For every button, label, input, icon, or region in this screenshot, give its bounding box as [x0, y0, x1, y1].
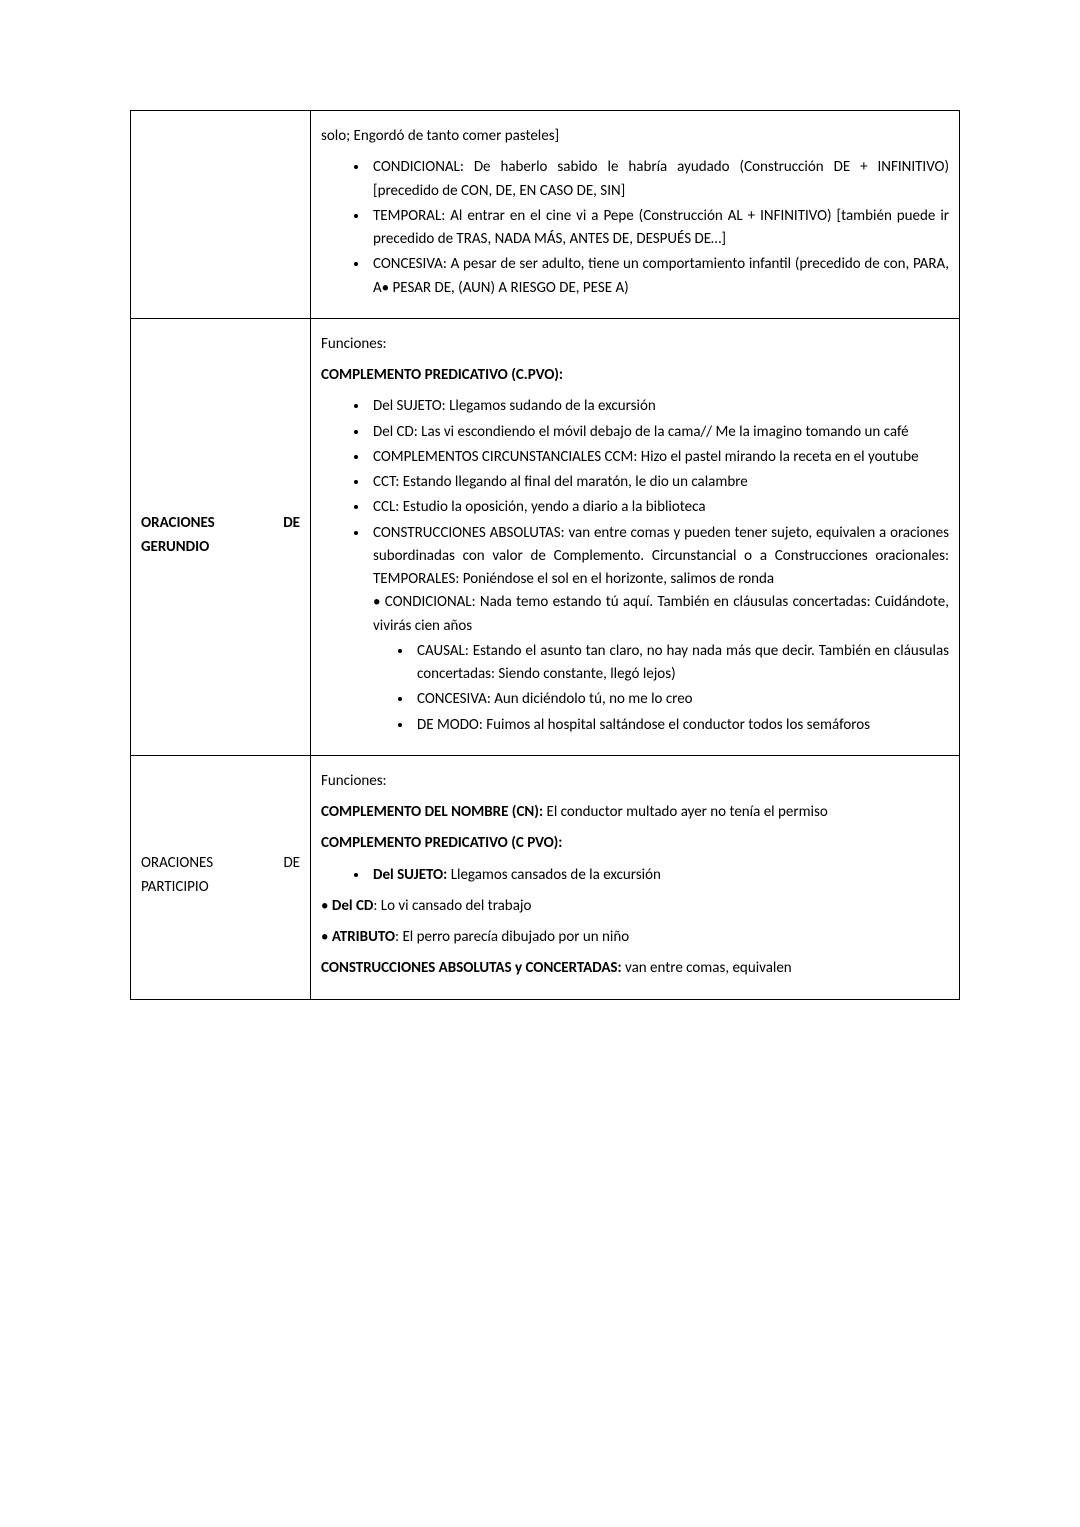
row3-atributo-rest: : El perro parecía dibujado por un niño	[395, 928, 629, 946]
row3-funciones-label: Funciones:	[321, 770, 949, 793]
row3-list: Del SUJETO: Llegamos cansados de la excu…	[321, 864, 949, 887]
row2-left-cell: ORACIONES DE GERUNDIO	[131, 318, 311, 755]
table-row: ORACIONES DE PARTICIPIO Funciones: COMPL…	[131, 755, 960, 999]
list-item: CAUSAL: Estando el asunto tan claro, no …	[413, 640, 949, 687]
row3-title-word1: ORACIONES	[141, 851, 213, 875]
row3-cn-paragraph: COMPLEMENTO DEL NOMBRE (CN): El conducto…	[321, 801, 949, 824]
row2-title-word3: GERUNDIO	[141, 535, 300, 559]
row3-cn-label: COMPLEMENTO DEL NOMBRE (CN):	[321, 803, 543, 821]
row3-heading-cpvo: COMPLEMENTO PREDICATIVO (C PVO):	[321, 832, 949, 855]
list-item: CCT: Estando llegando al final del marat…	[369, 471, 949, 494]
row3-constr-rest: van entre comas, equivalen	[622, 959, 792, 977]
row3-content-cell: Funciones: COMPLEMENTO DEL NOMBRE (CN): …	[311, 755, 960, 999]
row3-delcd-rest: : Lo vi cansado del trabajo	[373, 897, 531, 915]
row3-li1-bold: Del SUJETO:	[373, 866, 447, 884]
row1-list: CONDICIONAL: De haberlo sabido le habría…	[321, 156, 949, 300]
row3-title-word2: DE	[283, 851, 300, 875]
row2-nested-list: CAUSAL: Estando el asunto tan claro, no …	[373, 640, 949, 737]
list-item: CCL: Estudio la oposición, yendo a diari…	[369, 496, 949, 519]
row3-atributo-paragraph: ATRIBUTO: El perro parecía dibujado por …	[321, 926, 949, 949]
row3-construcciones-paragraph: CONSTRUCCIONES ABSOLUTAS y CONCERTADAS: …	[321, 957, 949, 980]
document-page: solo; Engordó de tanto comer pasteles] C…	[0, 0, 1080, 1110]
list-item: COMPLEMENTOS CIRCUNSTANCIALES CCM: Hizo …	[369, 446, 949, 469]
list-item: Del SUJETO: Llegamos cansados de la excu…	[369, 864, 949, 887]
table-row: ORACIONES DE GERUNDIO Funciones: COMPLEM…	[131, 318, 960, 755]
row3-constr-bold: CONSTRUCCIONES ABSOLUTAS y CONCERTADAS:	[321, 959, 622, 977]
row1-content-cell: solo; Engordó de tanto comer pasteles] C…	[311, 111, 960, 319]
row1-left-cell	[131, 111, 311, 319]
list-item: CONDICIONAL: De haberlo sabido le habría…	[369, 156, 949, 203]
list-item: Del SUJETO: Llegamos sudando de la excur…	[369, 395, 949, 418]
row1-intro-text: solo; Engordó de tanto comer pasteles]	[321, 125, 949, 148]
row2-title-line1: ORACIONES DE	[141, 511, 300, 535]
row3-cn-text: El conductor multado ayer no tenía el pe…	[543, 803, 828, 821]
main-table: solo; Engordó de tanto comer pasteles] C…	[130, 110, 960, 1000]
row3-li1-rest: Llegamos cansados de la excursión	[447, 866, 661, 884]
row3-delcd-paragraph: Del CD: Lo vi cansado del trabajo	[321, 895, 949, 918]
row2-title-word1: ORACIONES	[141, 511, 215, 535]
list-item: TEMPORAL: Al entrar en el cine vi a Pepe…	[369, 205, 949, 252]
row2-list: Del SUJETO: Llegamos sudando de la excur…	[321, 395, 949, 737]
row2-funciones-label: Funciones:	[321, 333, 949, 356]
list-item: CONSTRUCCIONES ABSOLUTAS: van entre coma…	[369, 522, 949, 737]
table-row: solo; Engordó de tanto comer pasteles] C…	[131, 111, 960, 319]
row2-heading-cpvo: COMPLEMENTO PREDICATIVO (C.PVO):	[321, 364, 949, 387]
row3-left-cell: ORACIONES DE PARTICIPIO	[131, 755, 311, 999]
row2-item6-text-a: CONSTRUCCIONES ABSOLUTAS: van entre coma…	[373, 524, 949, 589]
list-item: Del CD: Las vi escondiendo el móvil deba…	[369, 421, 949, 444]
row2-item6-text-b: • CONDICIONAL: Nada temo estando tú aquí…	[373, 593, 949, 634]
row2-content-cell: Funciones: COMPLEMENTO PREDICATIVO (C.PV…	[311, 318, 960, 755]
row2-title-word2: DE	[283, 511, 300, 535]
row3-title-word3: PARTICIPIO	[141, 875, 300, 899]
list-item: DE MODO: Fuimos al hospital saltándose e…	[413, 714, 949, 737]
list-item: CONCESIVA: Aun diciéndolo tú, no me lo c…	[413, 688, 949, 711]
row3-atributo-bold: ATRIBUTO	[332, 928, 395, 946]
list-item: CONCESIVA: A pesar de ser adulto, tiene …	[369, 253, 949, 300]
row3-title-line1: ORACIONES DE	[141, 851, 300, 875]
row3-delcd-bold: Del CD	[332, 897, 373, 915]
